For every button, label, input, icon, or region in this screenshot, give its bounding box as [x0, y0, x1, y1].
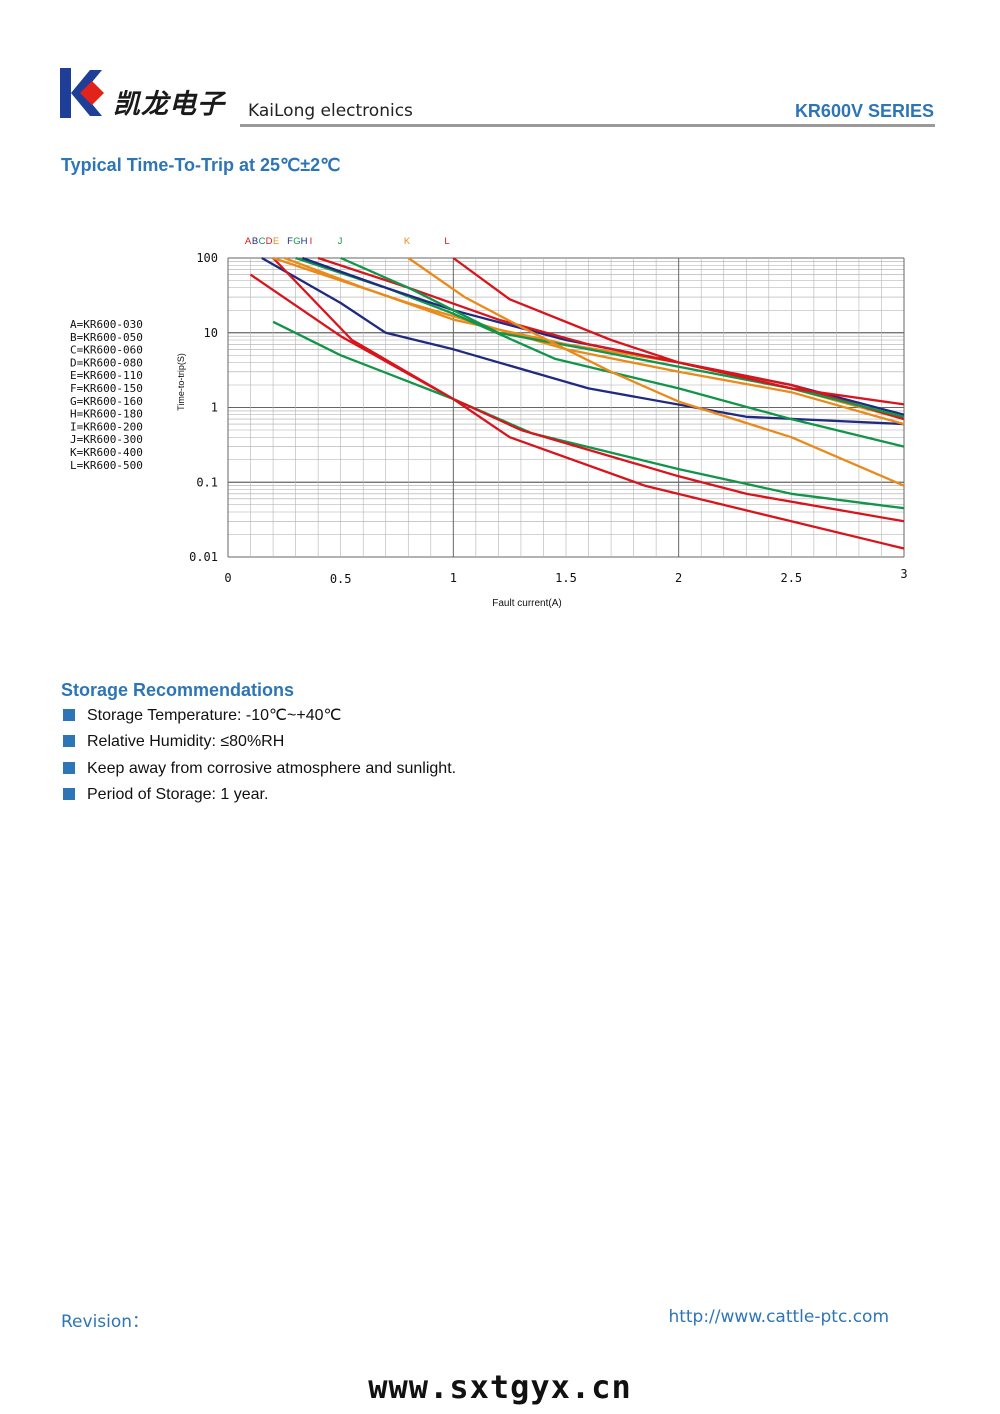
storage-item-text: Period of Storage: 1 year. — [87, 785, 269, 803]
y-tick-labels: 100 10 1 0.1 0.01 — [189, 251, 218, 564]
curve-label-a: A — [245, 236, 252, 247]
x-tick-label: 2.5 — [780, 571, 802, 585]
chart-section-title: Typical Time-To-Trip at 25℃±2℃ — [61, 155, 341, 175]
chart-curves — [249, 256, 905, 550]
header-divider — [240, 124, 935, 127]
legend-entry: I=KR600-200 — [70, 420, 143, 433]
y-tick-label: 10 — [204, 326, 218, 340]
x-tick-label: 1.5 — [555, 571, 577, 585]
bullet-square-icon — [63, 709, 75, 721]
x-tick-label: 3 — [900, 567, 907, 581]
curve-label-d: D — [266, 236, 273, 247]
legend-entry: D=KR600-080 — [70, 356, 143, 369]
trip-curve-k — [407, 257, 905, 487]
brand-chinese-name: 凯龙电子 — [113, 89, 225, 120]
bullet-square-icon — [63, 787, 75, 800]
x-tick-label: 0 — [224, 571, 231, 585]
y-tick-label: 0.01 — [189, 550, 218, 564]
bullet-square-icon — [63, 735, 75, 748]
brand-english-name: KaiLong electronics — [248, 101, 413, 121]
storage-section-title: Storage Recommendations — [61, 680, 295, 700]
curve-label-b: B — [252, 236, 258, 247]
y-axis-label: Time-to-trip(S) — [176, 353, 186, 411]
x-tick-label: 2 — [675, 571, 682, 585]
x-axis-label: Fault current(A) — [492, 598, 561, 609]
series-title: KR600V SERIES — [794, 101, 934, 121]
bullet-square-icon — [63, 761, 75, 774]
storage-item: Period of Storage: 1 year. — [63, 785, 456, 811]
y-tick-label: 0.1 — [196, 475, 218, 489]
trip-curve-c — [261, 257, 905, 426]
storage-item: Keep away from corrosive atmosphere and … — [63, 759, 456, 785]
legend-entry: A=KR600-030 — [70, 318, 143, 331]
legend-entry: C=KR600-060 — [70, 344, 143, 357]
curve-label-e: E — [273, 236, 279, 247]
legend-entry: E=KR600-110 — [70, 369, 143, 382]
revision-label: Revision： — [61, 1312, 150, 1332]
curve-label-c: C — [259, 236, 266, 247]
chart-legend: A=KR600-030B=KR600-050C=KR600-060D=KR600… — [70, 318, 143, 472]
curve-label-k: K — [404, 236, 411, 247]
curve-label-f: F — [287, 236, 293, 247]
curve-label-i: I — [310, 236, 313, 247]
legend-entry: B=KR600-050 — [70, 331, 143, 344]
storage-item-text: Keep away from corrosive atmosphere and … — [87, 759, 457, 777]
storage-item: Relative Humidity: ≤80%RH — [63, 732, 456, 758]
legend-entry: H=KR600-180 — [70, 408, 143, 421]
chart-grid — [227, 257, 905, 558]
trip-curve-f — [283, 256, 905, 421]
storage-item: Storage Temperature: -10℃~+40℃ — [63, 706, 456, 732]
legend-entry: F=KR600-150 — [70, 382, 143, 395]
trip-curve-l — [452, 257, 905, 406]
x-tick-label: 1 — [450, 571, 457, 585]
legend-entry: K=KR600-400 — [70, 446, 143, 459]
site-watermark: www.sxtgyx.cn — [368, 1368, 632, 1406]
legend-entry: G=KR600-160 — [70, 395, 143, 408]
trip-curve-d — [272, 257, 905, 523]
curve-label-j: J — [338, 236, 343, 247]
x-tick-label: 0.5 — [330, 572, 352, 586]
storage-item-text: Relative Humidity: ≤80%RH — [87, 733, 285, 751]
y-tick-label: 1 — [211, 401, 218, 415]
x-tick-labels: 0 0.5 1 1.5 2 2.5 3 — [224, 567, 907, 586]
legend-entry: J=KR600-300 — [70, 433, 143, 446]
curve-label-h: H — [301, 236, 308, 247]
y-tick-label: 100 — [196, 251, 218, 265]
curve-label-l: L — [444, 236, 449, 247]
curve-label-g: G — [293, 236, 300, 247]
kailong-logo — [60, 68, 104, 118]
storage-item-text: Storage Temperature: -10℃~+40℃ — [87, 707, 342, 724]
trip-curve-a — [249, 273, 905, 550]
legend-entry: L=KR600-500 — [70, 459, 143, 472]
website-link[interactable]: http://www.cattle-ptc.com — [668, 1307, 889, 1327]
storage-list: Storage Temperature: -10℃~+40℃ Relative … — [63, 706, 456, 811]
